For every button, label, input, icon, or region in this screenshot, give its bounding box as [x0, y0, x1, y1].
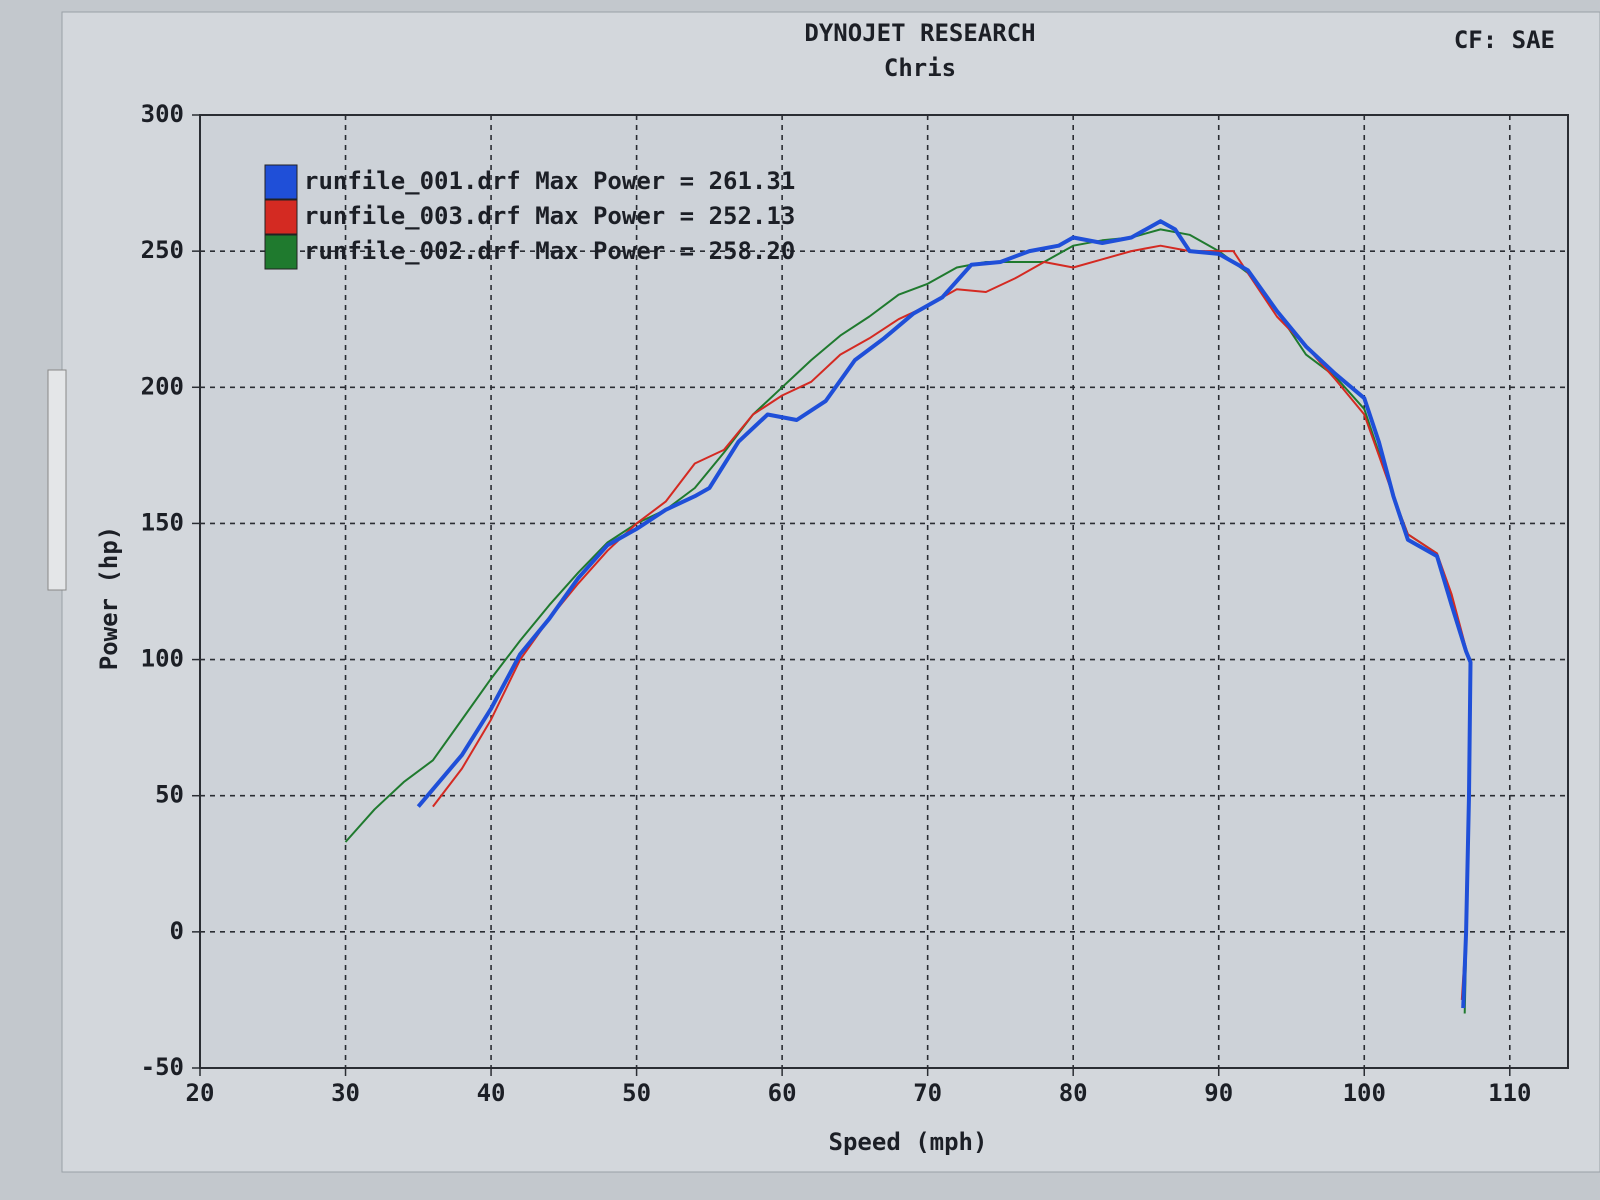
- x-tick-label: 90: [1204, 1079, 1233, 1107]
- x-tick-label: 40: [477, 1079, 506, 1107]
- x-tick-label: 60: [768, 1079, 797, 1107]
- y-tick-label: 250: [141, 236, 184, 264]
- x-tick-label: 20: [186, 1079, 215, 1107]
- y-tick-label: 200: [141, 372, 184, 400]
- legend-swatch: [264, 164, 298, 200]
- scrollbar[interactable]: [47, 369, 67, 591]
- x-tick-label: 80: [1059, 1079, 1088, 1107]
- x-tick-label: 30: [331, 1079, 360, 1107]
- legend-swatch: [264, 199, 298, 235]
- y-tick-label: 0: [170, 917, 184, 945]
- correction-factor: CF: SAE: [1454, 26, 1555, 54]
- x-tick-label: 50: [622, 1079, 651, 1107]
- plot-area: [199, 114, 1569, 1069]
- chart-title: DYNOJET RESEARCH: [804, 19, 1035, 47]
- series-line: [432, 244, 1472, 1000]
- y-axis-label: Power (hp): [95, 526, 123, 671]
- y-tick-label: 150: [141, 508, 184, 536]
- legend-label: runfile_003.drf Max Power = 252.13: [304, 202, 795, 230]
- y-tick-label: -50: [141, 1053, 184, 1081]
- y-tick-label: 300: [141, 100, 184, 128]
- x-tick-label: 100: [1343, 1079, 1386, 1107]
- legend-swatch: [264, 234, 298, 270]
- x-tick-label: 70: [913, 1079, 942, 1107]
- y-tick-label: 100: [141, 645, 184, 673]
- chart-subtitle: Chris: [884, 54, 956, 82]
- legend-label: runfile_002.drf Max Power = 258.20: [304, 237, 795, 265]
- x-axis-label: Speed (mph): [829, 1128, 988, 1156]
- y-tick-label: 50: [155, 781, 184, 809]
- series-line: [416, 219, 1473, 1009]
- legend-label: runfile_001.drf Max Power = 261.31: [304, 167, 795, 195]
- x-tick-label: 110: [1488, 1079, 1531, 1107]
